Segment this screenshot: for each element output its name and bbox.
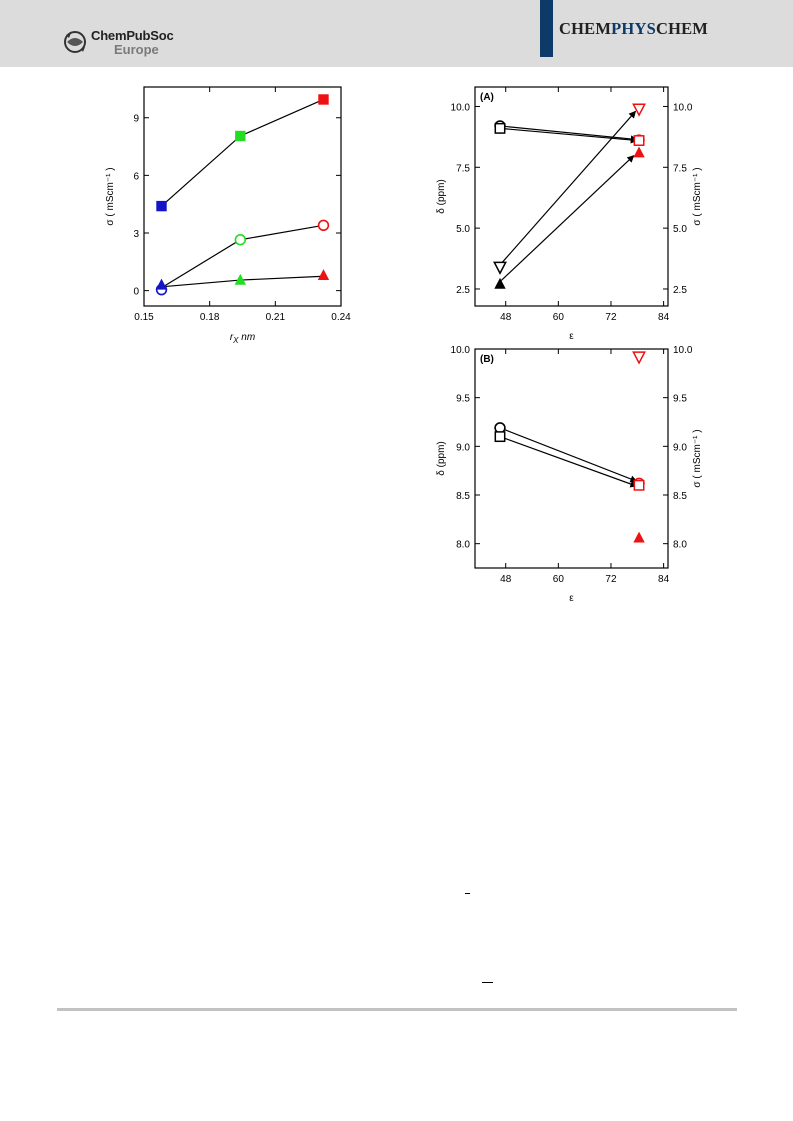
x-tick-label: 0.15 — [134, 312, 154, 323]
data-point — [317, 219, 330, 232]
y-tick-label: 9.5 — [456, 394, 470, 405]
x-tick-label: 0.21 — [266, 312, 286, 323]
x-tick-label: 48 — [500, 312, 512, 323]
journal-title-left: CHEM — [559, 19, 612, 38]
plot-frame — [474, 86, 669, 307]
y2-tick-label: 2.5 — [673, 285, 687, 296]
trend-arrow — [499, 125, 639, 143]
y-tick-label: 7.5 — [456, 163, 470, 174]
y2-axis-label: σ ( mScm⁻¹ ) — [692, 429, 703, 487]
data-point — [317, 269, 330, 280]
data-point — [633, 146, 645, 158]
y2-tick-label: 8.5 — [673, 491, 687, 502]
data-point — [494, 122, 506, 134]
y-tick-label: 9 — [133, 114, 139, 125]
journal-title-right: CHEM — [655, 19, 709, 38]
x-tick-label: 48 — [500, 574, 512, 585]
y2-tick-label: 10.0 — [673, 345, 693, 356]
footer-rule — [57, 1008, 737, 1011]
y2-tick-label: 7.5 — [673, 163, 687, 174]
x-tick-label: 0.18 — [200, 312, 220, 323]
publisher-logo: ChemPubSoc Europe — [62, 26, 212, 60]
y-tick-label: 10.0 — [451, 345, 471, 356]
y2-tick-label: 9.5 — [673, 394, 687, 405]
y2-tick-label: 8.0 — [673, 540, 687, 551]
journal-accent-bar — [540, 0, 553, 57]
data-point — [156, 200, 167, 212]
x-axis-label: ε — [569, 593, 574, 604]
trend-arrow — [500, 110, 637, 264]
journal-title: CHEMPHYSCHEM — [559, 19, 708, 39]
data-point — [633, 531, 645, 543]
x-tick-label: 72 — [605, 312, 617, 323]
y-tick-label: 9.0 — [456, 442, 470, 453]
data-point — [633, 135, 645, 146]
y2-tick-label: 9.0 — [673, 442, 687, 453]
y-axis-label: δ (ppm) — [436, 179, 447, 213]
globe-icon — [64, 31, 86, 53]
trend-arrow — [499, 127, 639, 144]
trend-arrow — [500, 155, 635, 281]
x-axis-label: ε — [569, 331, 574, 342]
panel-label: (B) — [480, 354, 494, 365]
y-tick-label: 0 — [133, 287, 139, 298]
y-axis-label: σ ( mScm⁻¹ ) — [105, 167, 116, 225]
data-point — [234, 234, 247, 246]
publisher-name: ChemPubSoc — [91, 28, 174, 43]
x-axis-label-unit: nm — [239, 332, 256, 343]
chart-panel-2: 48 60 72 84 2.5 5.0 7.5 10.0 2.5 5.0 7.5 10.0 ε δ (pp… — [436, 86, 703, 342]
journal-title-mid: PHYS — [611, 19, 656, 38]
data-point — [632, 351, 646, 365]
data-point — [632, 103, 646, 117]
data-point — [235, 130, 246, 142]
trend-arrow — [499, 427, 638, 483]
x-axis-label-sub: X — [232, 336, 239, 345]
x-tick-label: 72 — [605, 574, 617, 585]
data-point — [494, 277, 506, 289]
text-fragment-dash — [465, 893, 470, 894]
data-point — [633, 479, 645, 491]
y2-tick-label: 5.0 — [673, 224, 687, 235]
y-tick-label: 5.0 — [456, 224, 470, 235]
data-point — [155, 278, 168, 290]
y-tick-label: 2.5 — [456, 285, 470, 296]
y2-tick-label: 10.0 — [673, 102, 693, 113]
chart-panel-1: 0.15 0.18 0.21 0.24 0 3 6 9 rX nm σ ( mScm⁻¹ ) — [105, 86, 351, 345]
chart-panel-3: 48 60 72 84 8.0 8.5 9.0 9.5 10.0 8.0 8.5 9.0 9.5 10.0… — [436, 345, 703, 604]
x-tick-label: 84 — [658, 312, 670, 323]
y-tick-label: 6 — [133, 171, 139, 182]
data-point — [494, 431, 506, 443]
plot-frame — [143, 86, 342, 307]
series-line — [161, 98, 324, 207]
x-tick-label: 0.24 — [331, 312, 351, 323]
text-fragment-dash — [482, 982, 493, 983]
x-tick-label: 84 — [658, 574, 670, 585]
y-tick-label: 10.0 — [451, 102, 471, 113]
y-axis-label: δ (ppm) — [436, 441, 447, 475]
plot-frame — [474, 348, 669, 569]
data-point — [318, 94, 329, 105]
trend-arrow — [499, 436, 638, 488]
data-point — [234, 273, 247, 285]
x-tick-label: 60 — [553, 312, 565, 323]
publisher-region: Europe — [114, 42, 159, 57]
y-tick-label: 8.0 — [456, 540, 470, 551]
y-tick-label: 3 — [133, 229, 139, 240]
panel-label: (A) — [480, 92, 494, 103]
x-axis-label: rX nm — [230, 332, 255, 345]
x-tick-label: 60 — [553, 574, 565, 585]
y2-axis-label: σ ( mScm⁻¹ ) — [692, 167, 703, 225]
data-point — [493, 261, 507, 275]
page-header: ChemPubSoc Europe CHEMPHYSCHEM — [0, 0, 793, 67]
y-tick-label: 8.5 — [456, 491, 470, 502]
